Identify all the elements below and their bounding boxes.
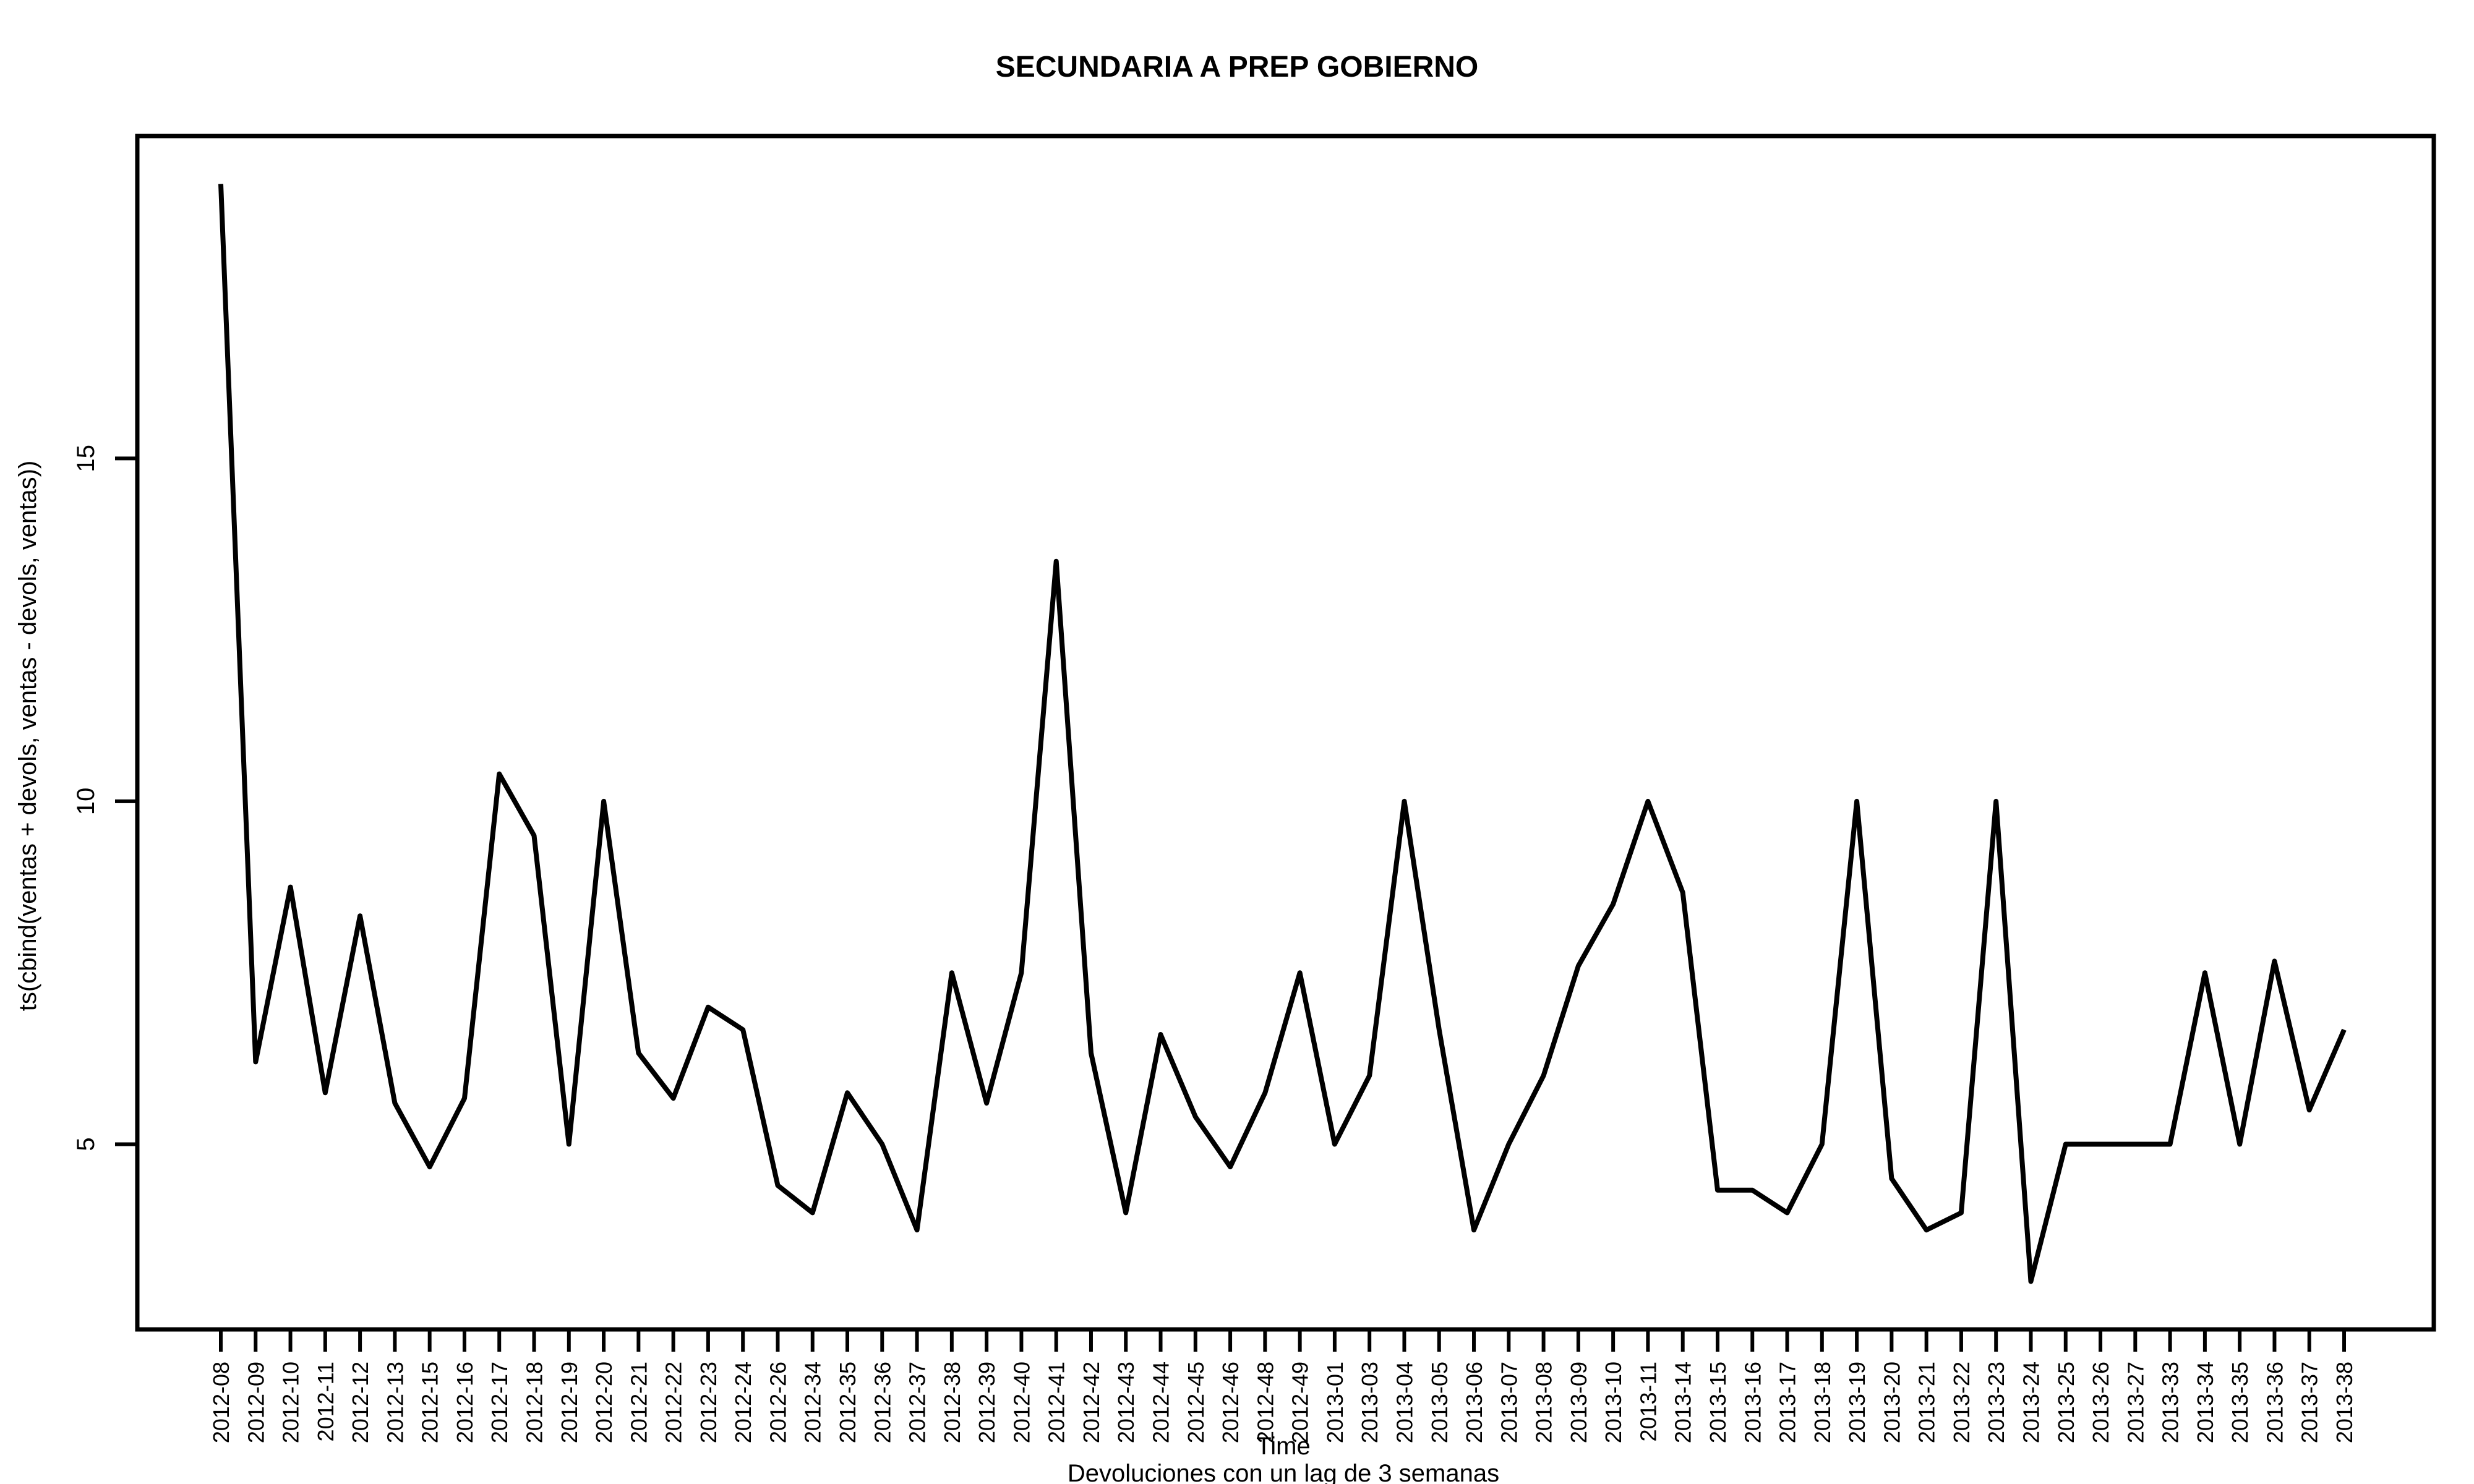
x-tick-label: 2013-08 [1531, 1362, 1557, 1443]
x-tick-label: 2012-11 [313, 1362, 338, 1441]
x-tick-label: 2013-17 [1775, 1362, 1800, 1443]
x-tick-label: 2013-24 [2018, 1362, 2044, 1443]
plot-frame [135, 134, 2436, 1332]
x-tick-label: 2012-44 [1149, 1362, 1174, 1443]
x-tick-label: 2012-09 [243, 1362, 268, 1443]
x-tick-label: 2012-08 [208, 1362, 234, 1443]
x-tick-label: 2013-33 [2158, 1362, 2183, 1443]
x-tick-label: 2012-16 [452, 1362, 477, 1443]
x-tick-label: 2012-42 [1079, 1362, 1104, 1443]
x-tick-label: 2012-12 [348, 1362, 373, 1443]
x-tick-label: 2012-13 [382, 1362, 408, 1443]
x-axis-subtitle: Devoluciones con un lag de 3 semanas [1068, 1460, 1499, 1484]
x-tick-label: 2012-15 [417, 1362, 443, 1443]
x-tick-label: 2013-20 [1879, 1362, 1904, 1443]
x-tick-label: 2013-15 [1705, 1362, 1731, 1443]
x-tick-label: 2012-39 [974, 1362, 999, 1443]
x-tick-label: 2012-36 [870, 1362, 895, 1443]
x-tick-label: 2013-35 [2227, 1362, 2253, 1443]
x-tick-label: 2013-27 [2123, 1362, 2148, 1443]
x-tick-label: 2013-38 [2332, 1362, 2357, 1443]
x-tick-label: 2013-18 [1810, 1362, 1835, 1443]
x-tick-label: 2013-01 [1322, 1362, 1348, 1443]
x-tick-label: 2013-05 [1427, 1362, 1452, 1443]
x-tick-label: 2013-22 [1949, 1362, 1974, 1443]
x-tick-label: 2013-16 [1740, 1362, 1765, 1443]
x-tick-label: 2013-09 [1566, 1362, 1591, 1443]
x-tick-label: 2012-35 [835, 1362, 860, 1443]
x-tick-label: 2012-37 [905, 1362, 930, 1443]
x-tick-label: 2013-25 [2053, 1362, 2079, 1443]
x-tick-label: 2012-23 [696, 1362, 721, 1443]
x-axis: 2012-08 2012-09 2012-10 2012-11 2012-12 2012-… [208, 1328, 2357, 1443]
x-tick-label: 2013-10 [1601, 1362, 1626, 1443]
x-tick-label: 2013-23 [1984, 1362, 2009, 1443]
y-tick-label: 10 [72, 788, 100, 816]
x-tick-label: 2013-37 [2297, 1362, 2322, 1443]
x-tick-label: 2012-20 [591, 1362, 617, 1443]
y-axis: 5 10 15 [72, 445, 139, 1151]
series-line [218, 184, 2347, 1284]
x-tick-label: 2012-21 [626, 1362, 651, 1443]
x-tick-label: 2012-17 [487, 1362, 512, 1443]
x-tick-label: 2012-38 [940, 1362, 965, 1443]
x-tick-label: 2013-04 [1392, 1362, 1417, 1443]
x-tick-label: 2012-26 [765, 1362, 790, 1443]
x-tick-label: 2012-48 [1252, 1362, 1278, 1443]
x-tick-label: 2012-22 [661, 1362, 687, 1443]
x-tick-label: 2013-34 [2193, 1362, 2218, 1443]
x-tick-label: 2013-36 [2262, 1362, 2287, 1443]
chart-title: SECUNDARIA A PREP GOBIERNO [996, 51, 1479, 83]
y-tick-label: 15 [72, 445, 100, 472]
x-axis-label: Time [1256, 1433, 1310, 1460]
x-tick-label: 2013-06 [1462, 1362, 1487, 1443]
y-tick-label: 5 [72, 1137, 100, 1151]
x-tick-label: 2013-07 [1496, 1362, 1522, 1443]
x-tick-label: 2013-26 [2088, 1362, 2113, 1443]
x-tick-label: 2013-03 [1357, 1362, 1382, 1443]
y-axis-label: ts(cbind(ventas + devols, ventas - devol… [14, 461, 41, 1011]
x-tick-label: 2013-21 [1914, 1362, 1940, 1443]
x-tick-label: 2012-19 [557, 1362, 582, 1443]
x-tick-label: 2012-45 [1183, 1362, 1209, 1443]
x-tick-label: 2012-49 [1288, 1362, 1313, 1443]
x-tick-label: 2012-24 [730, 1362, 756, 1443]
x-tick-label: 2012-34 [800, 1362, 826, 1443]
x-tick-label: 2012-43 [1113, 1362, 1139, 1443]
x-tick-label: 2013-19 [1844, 1362, 1870, 1443]
x-tick-label: 2012-41 [1044, 1362, 1069, 1443]
x-tick-label: 2012-18 [522, 1362, 547, 1443]
x-tick-label: 2012-10 [278, 1362, 304, 1443]
x-tick-label: 2012-40 [1009, 1362, 1034, 1443]
x-tick-label: 2013-14 [1671, 1362, 1696, 1443]
x-tick-label: 2012-46 [1218, 1362, 1243, 1443]
x-tick-label: 2013-11 [1635, 1362, 1661, 1441]
